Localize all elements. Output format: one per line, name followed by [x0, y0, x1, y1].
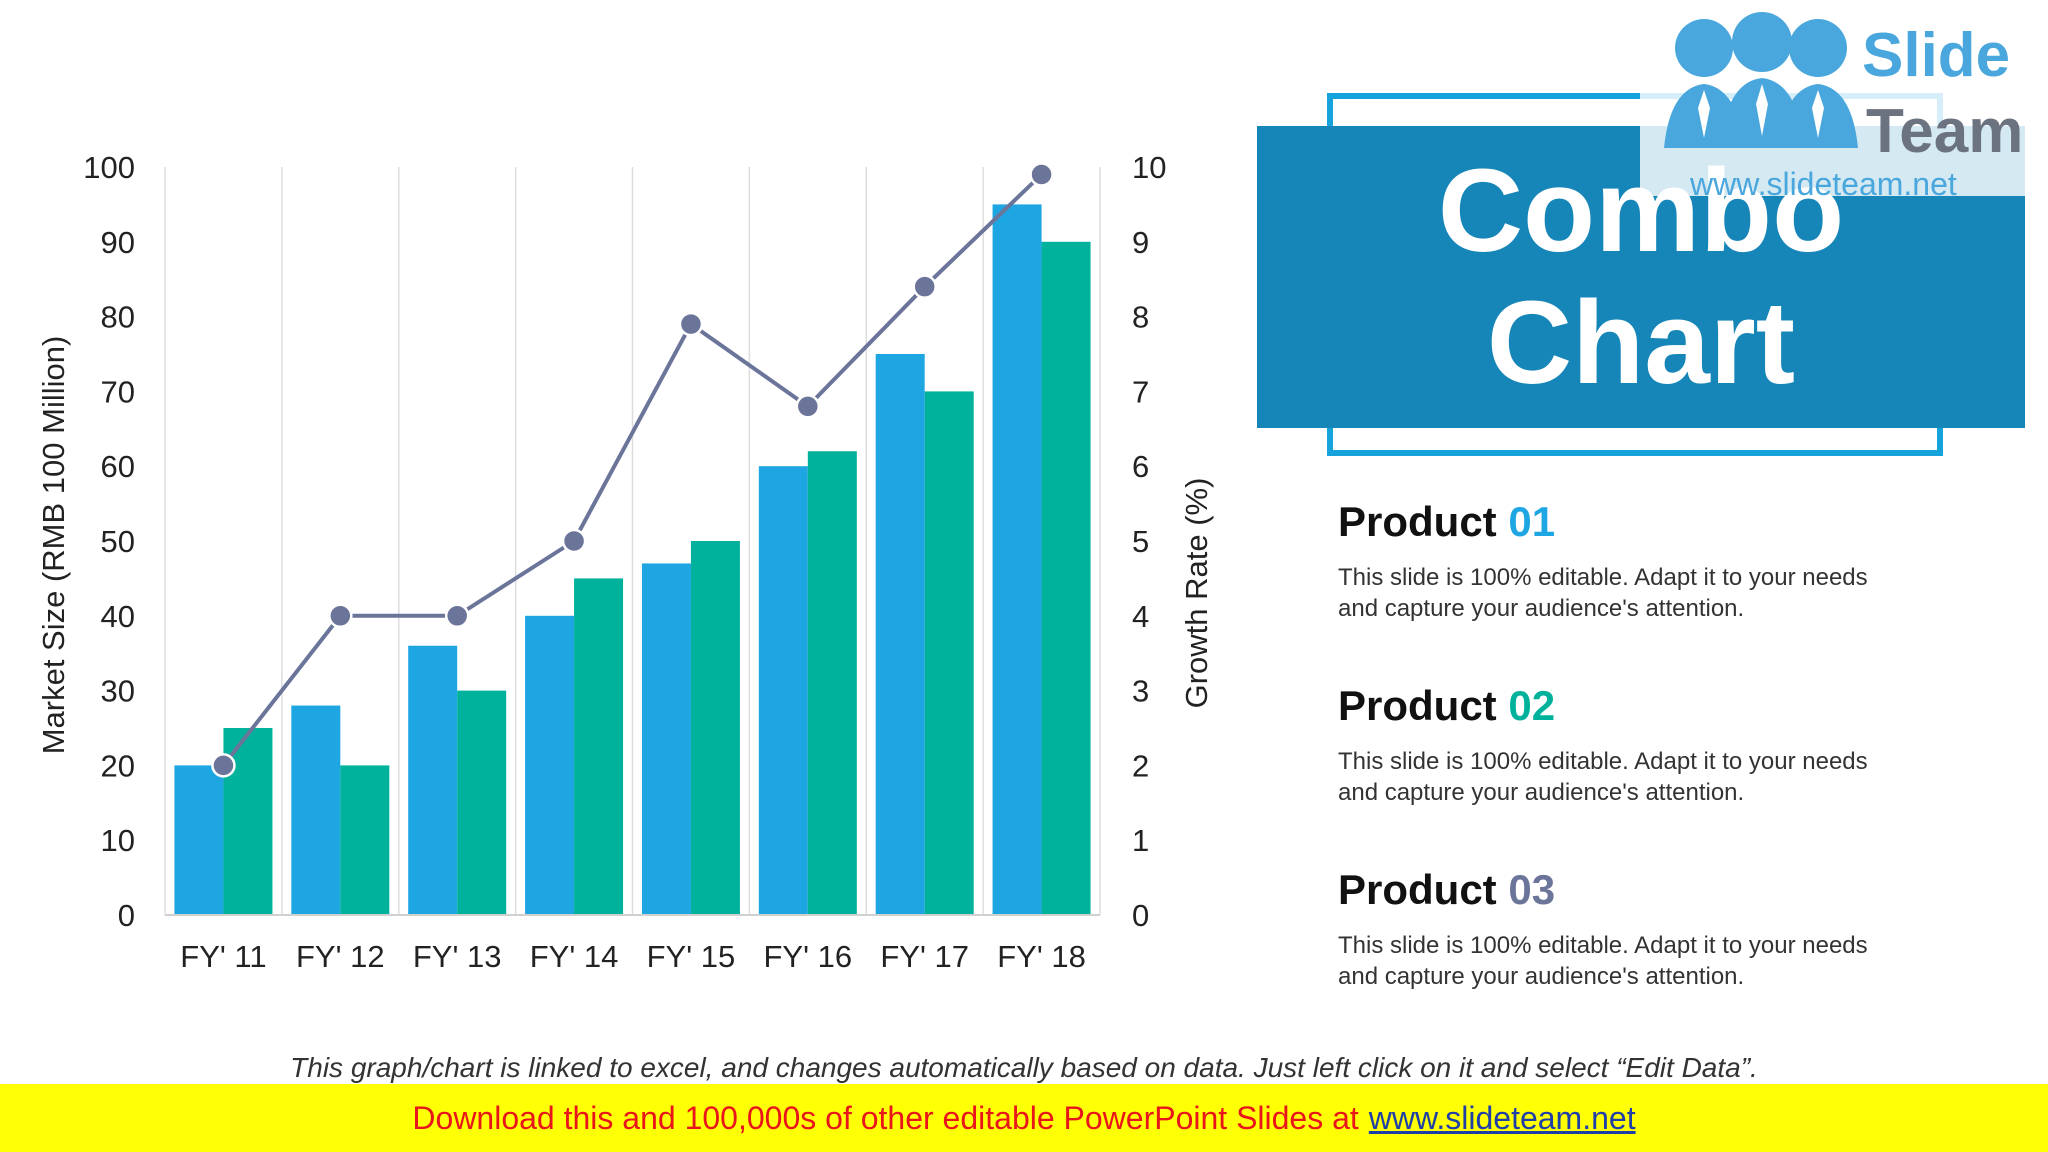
bar-product-01-7	[992, 204, 1042, 915]
bar-product-01-4	[641, 563, 691, 915]
logo-url: www.slideteam.net	[1690, 166, 1957, 202]
x-tick-label: FY' 18	[997, 939, 1086, 974]
product-01-desc-line-1: This slide is 100% editable. Adapt it to…	[1338, 564, 1868, 591]
product-03-desc-line-2: and capture your audience's attention.	[1338, 963, 1745, 990]
bar-product-01-5	[758, 466, 808, 915]
y-tick-label: 70	[101, 374, 135, 409]
product-03-description: This slide is 100% editable. Adapt it to…	[1338, 930, 1938, 992]
product-03: Product 03 This slide is 100% editable. …	[1338, 866, 1938, 992]
people-logo-icon	[1664, 12, 1858, 148]
x-tick-label: FY' 16	[763, 939, 852, 974]
y2-tick-label: 6	[1132, 449, 1149, 484]
bar-product-02-3	[574, 578, 624, 915]
y-tick-label: 0	[118, 898, 135, 933]
y-tick-label: 50	[101, 524, 135, 559]
product-02-desc-line-2: and capture your audience's attention.	[1338, 779, 1745, 806]
y2-tick-label: 8	[1132, 300, 1149, 335]
x-tick-label: FY' 11	[180, 939, 266, 974]
growth-point-1	[328, 603, 353, 629]
product-03-label: Product	[1338, 866, 1497, 913]
bar-product-01-6	[875, 354, 925, 915]
y-tick-label: 60	[101, 449, 135, 484]
product-03-number: 03	[1508, 866, 1556, 913]
logo-word-team: Team	[1866, 97, 2024, 166]
x-tick-label: FY' 17	[880, 939, 969, 974]
y2-tick-label: 4	[1132, 599, 1149, 634]
bar-product-01-1	[291, 705, 341, 915]
y-tick-label: 20	[101, 748, 135, 783]
product-02-label: Product	[1338, 682, 1497, 729]
y-axis-title: Market Size (RMB 100 Million)	[36, 336, 71, 755]
x-tick-label: FY' 12	[296, 939, 385, 974]
bar-product-01-0	[174, 765, 224, 915]
y2-tick-label: 10	[1132, 150, 1166, 185]
bar-product-02-5	[807, 451, 857, 915]
banner-link[interactable]: www.slideteam.net	[1368, 1099, 1636, 1136]
growth-rate-line	[221, 173, 1043, 767]
bar-product-02-1	[340, 765, 390, 915]
bar-product-01-3	[525, 615, 575, 915]
y-tick-label: 40	[101, 599, 135, 634]
product-02-title: Product 02	[1338, 682, 1938, 730]
y2-tick-label: 5	[1132, 524, 1149, 559]
growth-point-3	[561, 528, 587, 554]
chart-growth-line	[211, 162, 1054, 778]
bar-product-02-2	[457, 690, 507, 915]
product-01-description: This slide is 100% editable. Adapt it to…	[1338, 562, 1938, 624]
product-02-number: 02	[1508, 682, 1556, 729]
growth-point-6	[912, 274, 937, 299]
title-line-2: Chart	[1486, 277, 1796, 409]
growth-point-7	[1029, 162, 1054, 187]
y-tick-label: 80	[101, 300, 135, 335]
y2-tick-label: 2	[1132, 748, 1149, 783]
bar-product-02-6	[924, 391, 974, 915]
growth-point-0	[211, 753, 236, 778]
product-01-label: Product	[1338, 498, 1497, 545]
product-01-title: Product 01	[1338, 498, 1938, 546]
y2-tick-label: 7	[1132, 374, 1149, 409]
y-tick-label: 10	[101, 823, 135, 858]
download-banner: Download this and 100,000s of other edit…	[0, 1084, 2048, 1152]
chart-footnote: This graph/chart is linked to excel, and…	[290, 1052, 1758, 1083]
bar-product-01-2	[408, 645, 458, 915]
y-tick-label: 100	[83, 150, 135, 185]
bar-product-02-4	[690, 541, 740, 915]
combo-chart: 0 10 20 30 40 50 60 70 80 90 100 0 1 2 3 4 5 6 7 8 9 10 FY' 11…	[36, 150, 1214, 974]
product-02: Product 02 This slide is 100% editable. …	[1338, 682, 1938, 808]
product-02-desc-line-1: This slide is 100% editable. Adapt it to…	[1338, 748, 1868, 775]
product-01-desc-line-2: and capture your audience's attention.	[1338, 595, 1745, 622]
growth-point-5	[795, 394, 821, 419]
y2-tick-label: 3	[1132, 674, 1149, 709]
y2-tick-label: 1	[1132, 823, 1149, 858]
product-01: Product 01 This slide is 100% editable. …	[1338, 498, 1938, 624]
x-tick-label: FY' 13	[413, 939, 502, 974]
growth-point-2	[444, 603, 470, 629]
bar-product-02-7	[1041, 241, 1091, 916]
product-03-title: Product 03	[1338, 866, 1938, 914]
y2-axis-title: Growth Rate (%)	[1179, 478, 1214, 709]
product-03-desc-line-1: This slide is 100% editable. Adapt it to…	[1338, 932, 1868, 959]
product-02-description: This slide is 100% editable. Adapt it to…	[1338, 746, 1938, 808]
slideteam-logo: Slide Team	[1640, 0, 2038, 196]
chart-axes: 0 10 20 30 40 50 60 70 80 90 100 0 1 2 3 4 5 6 7 8 9 10 FY' 11…	[83, 150, 1166, 974]
logo-word-slide: Slide	[1862, 21, 2011, 90]
y-tick-label: 30	[101, 674, 135, 709]
x-tick-label: FY' 15	[647, 939, 736, 974]
banner-text: Download this and 100,000s of other edit…	[412, 1099, 1359, 1136]
x-tick-label: FY' 14	[530, 939, 619, 974]
product-01-number: 01	[1508, 498, 1556, 545]
chart-bars	[174, 204, 1091, 916]
y-tick-label: 90	[101, 225, 135, 260]
y2-tick-label: 9	[1132, 225, 1149, 260]
chart-gridlines	[164, 167, 1101, 915]
y2-tick-label: 0	[1132, 898, 1149, 933]
growth-point-4	[678, 311, 704, 337]
